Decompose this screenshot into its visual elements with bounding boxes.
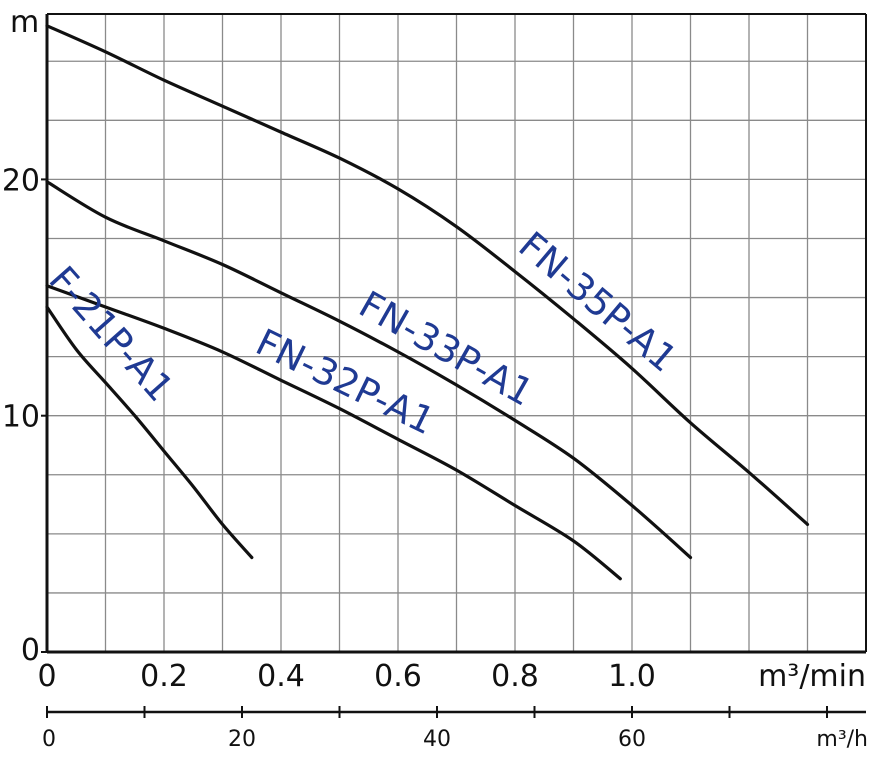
secondary-x-tick-label: 60: [618, 727, 646, 752]
x-tick-label: 1.0: [608, 659, 656, 694]
y-axis-unit-label: m: [10, 5, 39, 40]
secondary-x-tick-label: 20: [228, 727, 256, 752]
secondary-x-axis-unit-label: m³/h: [816, 727, 868, 752]
series-line-fn-35p-a1: [45, 24, 810, 526]
secondary-x-tick-label: 0: [42, 727, 56, 752]
x-tick-label: 0.2: [140, 659, 188, 694]
x-tick-label: 0.6: [374, 659, 422, 694]
series-line-fn-32p-a1: [45, 284, 622, 581]
x-axis-unit-label: m³/min: [758, 659, 866, 694]
x-tick-label: 0.4: [257, 659, 305, 694]
y-tick-label: 20: [2, 163, 40, 198]
secondary-x-tick-label: 40: [423, 727, 451, 752]
series-line-f-21p-a1: [45, 305, 254, 560]
y-tick-label: 10: [2, 400, 40, 435]
series-line-fn-33p-a1: [45, 180, 693, 560]
x-tick-label: 0: [37, 659, 56, 694]
y-tick-label: 0: [21, 633, 40, 668]
x-tick-label: 0.8: [491, 659, 539, 694]
